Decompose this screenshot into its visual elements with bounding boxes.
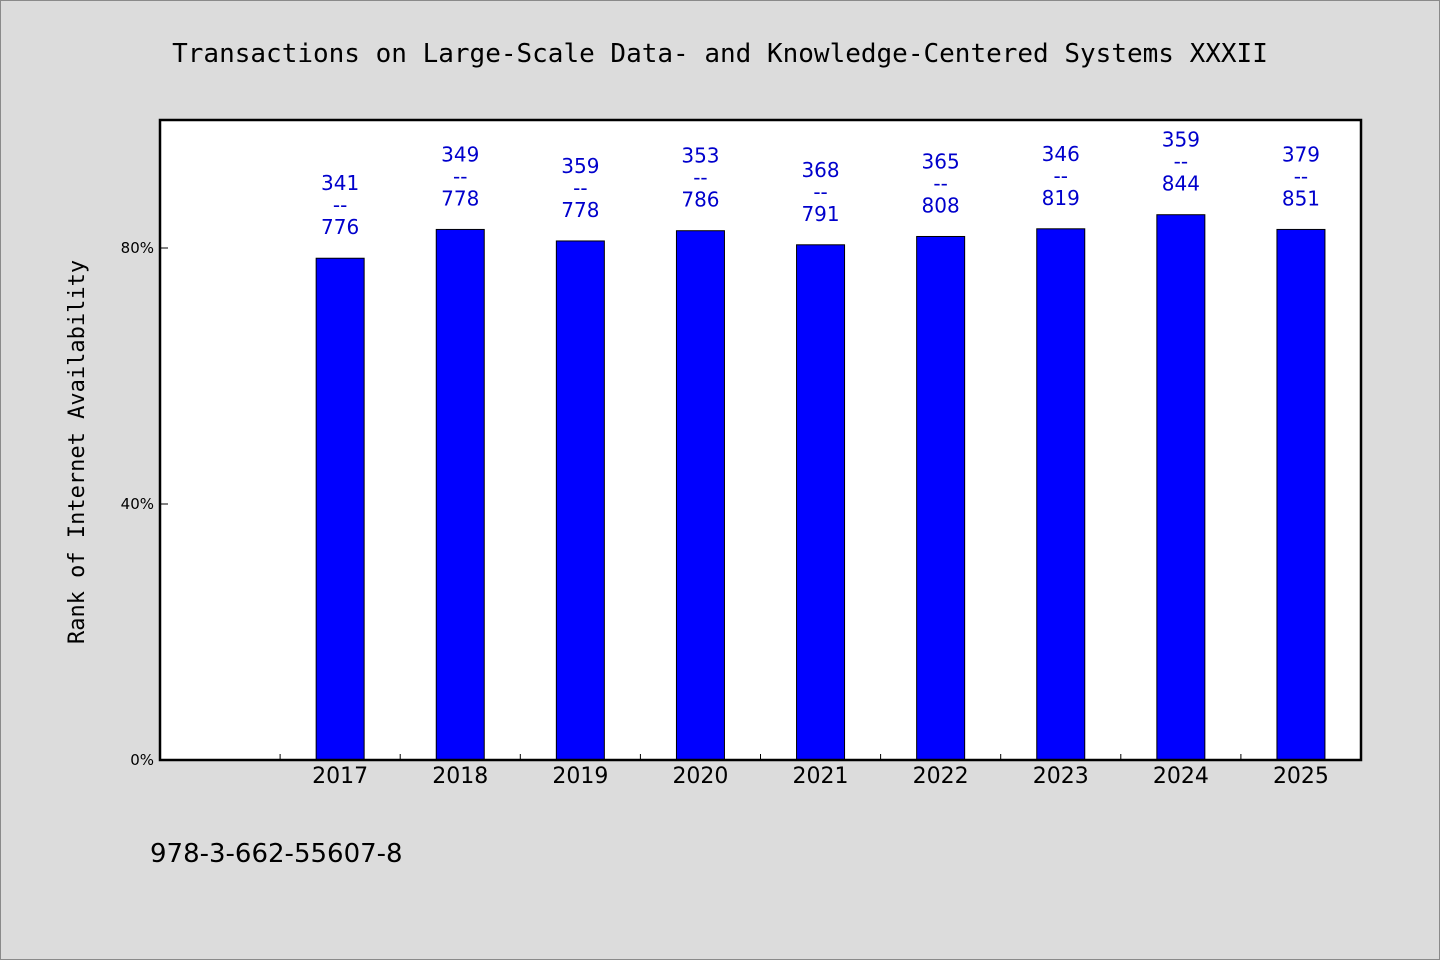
bar-label-sep: -- — [813, 180, 827, 204]
bar-label-bottom: 786 — [681, 188, 719, 212]
bar-label-top: 353 — [681, 144, 719, 168]
bar-label-sep: -- — [1294, 164, 1308, 188]
bar-label-sep: -- — [1174, 150, 1188, 174]
chart-title: Transactions on Large-Scale Data- and Kn… — [172, 39, 1268, 69]
bar-label-top: 359 — [561, 154, 599, 178]
x-tick-label: 2017 — [312, 764, 368, 789]
x-tick-label: 2018 — [432, 764, 488, 789]
bar-label-top: 346 — [1042, 142, 1080, 166]
bar-label-sep: -- — [453, 164, 467, 188]
bar-label-sep: -- — [933, 171, 947, 195]
bar-label-bottom: 778 — [441, 186, 479, 210]
bar-label-bottom: 808 — [922, 193, 960, 217]
bar-label-bottom: 776 — [321, 215, 359, 239]
x-tick-label: 2021 — [793, 764, 849, 789]
bar-label-sep: -- — [693, 166, 707, 190]
bar-label-top: 368 — [801, 158, 839, 182]
bar-2018 — [435, 228, 485, 761]
bar-2022 — [916, 235, 966, 761]
bar-2021 — [796, 244, 846, 761]
bar-label-bottom: 844 — [1162, 172, 1200, 196]
bar-label-sep: -- — [333, 193, 347, 217]
bar-2025 — [1276, 228, 1326, 761]
bar-2020 — [675, 230, 725, 761]
bar-label-top: 359 — [1162, 128, 1200, 152]
bar-label-top: 379 — [1282, 142, 1320, 166]
x-tick-label: 2019 — [552, 764, 608, 789]
x-tick-label: 2024 — [1153, 764, 1209, 789]
x-tick-label: 2023 — [1033, 764, 1089, 789]
y-axis-label: Rank of Internet Availability — [65, 260, 90, 644]
bar-2023 — [1036, 228, 1086, 761]
bars — [315, 214, 1326, 761]
x-tick-label: 2025 — [1273, 764, 1329, 789]
bar-label-top: 341 — [321, 171, 359, 195]
bar-label-top: 365 — [922, 149, 960, 173]
bar-label-bottom: 819 — [1042, 186, 1080, 210]
bar-labels: 341--776349--778359--778353--786368--791… — [321, 128, 1320, 240]
isbn-footer: 978-3-662-55607-8 — [150, 839, 403, 869]
y-tick-label: 80% — [121, 239, 154, 257]
x-tick-label: 2022 — [913, 764, 969, 789]
x-tick-label: 2020 — [672, 764, 728, 789]
y-tick-label: 40% — [121, 495, 154, 513]
bar-label-top: 349 — [441, 142, 479, 166]
y-tick-label: 0% — [130, 751, 154, 769]
plot-border — [158, 118, 1363, 762]
axis-ticks: 0% 40% 80% 2017 2018 2019 2020 2021 2022 2023 2024… — [121, 239, 1329, 789]
bar-2019 — [555, 240, 605, 761]
bar-2024 — [1156, 214, 1206, 761]
bar-label-bottom: 791 — [801, 202, 839, 226]
bar-label-bottom: 778 — [561, 198, 599, 222]
bar-label-bottom: 851 — [1282, 186, 1320, 210]
bar-label-sep: -- — [573, 176, 587, 200]
bar-label-sep: -- — [1054, 164, 1068, 188]
bar-2017 — [315, 257, 365, 761]
